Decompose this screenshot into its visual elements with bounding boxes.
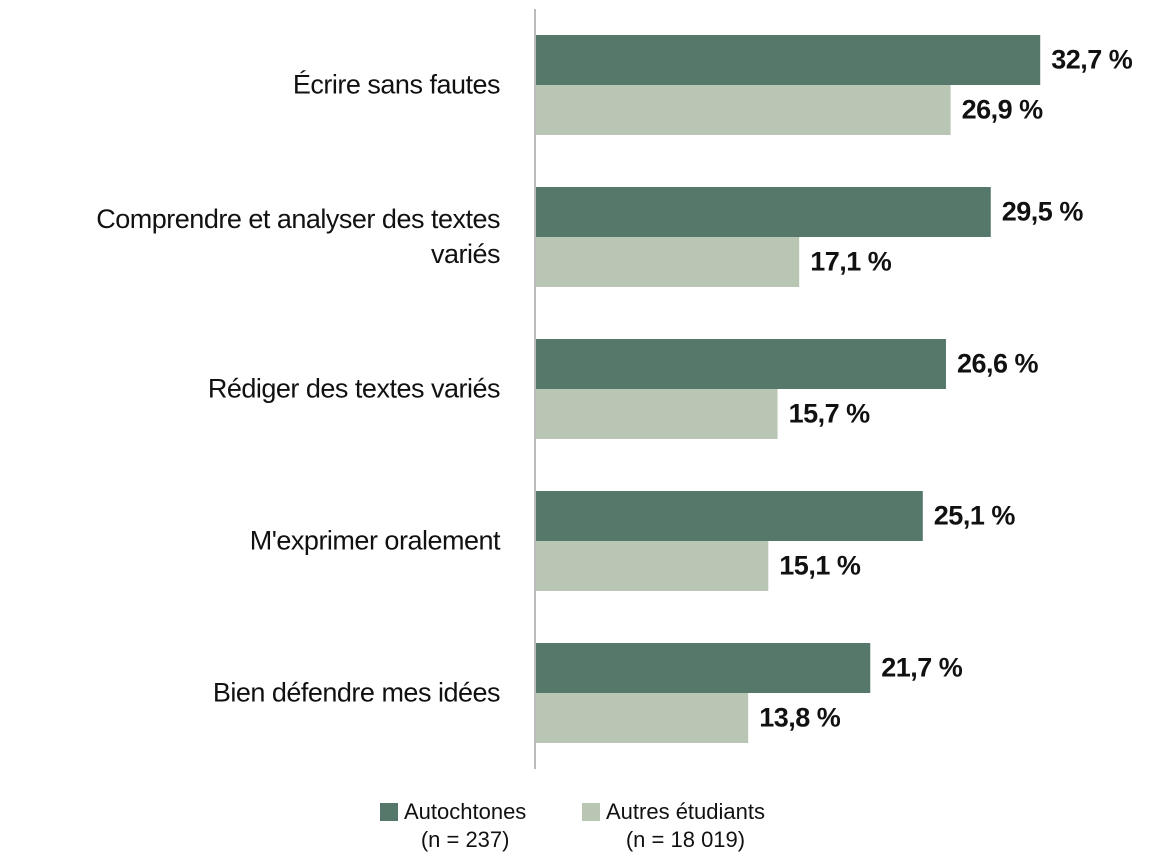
value-label: 26,9 % bbox=[961, 94, 1044, 125]
bar bbox=[535, 541, 769, 591]
bar bbox=[535, 187, 991, 237]
category-label: Comprendre et analyser des textes variés bbox=[96, 203, 500, 269]
bar bbox=[535, 693, 749, 743]
legend-swatch bbox=[582, 803, 600, 821]
bar bbox=[535, 237, 800, 287]
bar bbox=[535, 491, 923, 541]
bar bbox=[535, 339, 946, 389]
category-label: Écrire sans fautes bbox=[292, 69, 501, 100]
value-label: 29,5 % bbox=[1001, 196, 1084, 227]
bar bbox=[535, 85, 951, 135]
legend-label: Autochtones (n = 237) bbox=[404, 799, 527, 852]
category-label: M'exprimer oralement bbox=[249, 525, 501, 556]
value-label: 13,8 % bbox=[759, 702, 841, 733]
bar bbox=[535, 643, 871, 693]
category-label: Bien défendre mes idées bbox=[212, 677, 501, 708]
value-label: 15,7 % bbox=[788, 398, 871, 429]
value-label: 21,7 % bbox=[881, 652, 963, 683]
legend-swatch bbox=[380, 803, 398, 821]
value-label: 17,1 % bbox=[810, 246, 892, 277]
value-label: 26,6 % bbox=[956, 348, 1039, 379]
value-label: 32,7 % bbox=[1051, 44, 1133, 75]
category-label: Rédiger des textes variés bbox=[207, 373, 501, 404]
legend-label: Autres étudiants (n = 18 019) bbox=[606, 799, 765, 852]
bar bbox=[535, 35, 1041, 85]
bar bbox=[535, 389, 778, 439]
value-label: 15,1 % bbox=[779, 550, 861, 581]
value-label: 25,1 % bbox=[933, 500, 1016, 531]
